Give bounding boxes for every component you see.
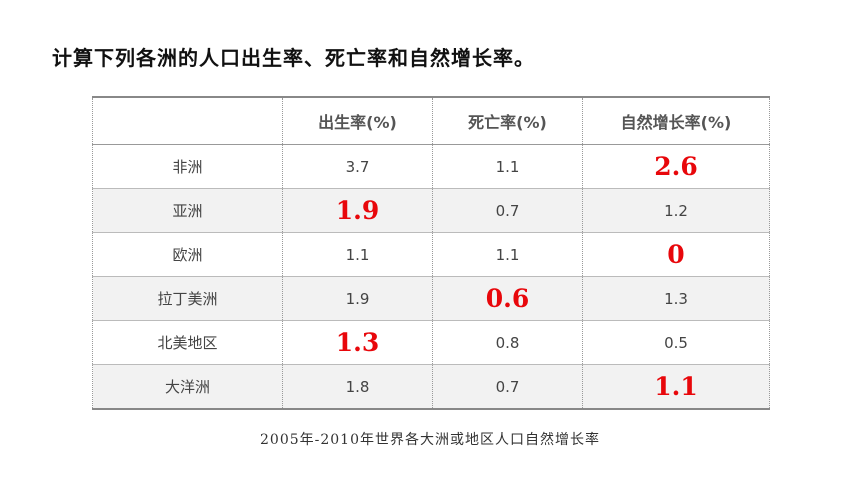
table-row: 北美地区 1.3 0.8 0.5 xyxy=(92,320,770,365)
death-rate-answer: 0.6 xyxy=(432,276,583,321)
growth-rate-cell: 1.3 xyxy=(582,276,770,321)
growth-rate-answer: 0 xyxy=(582,232,770,277)
table-row: 亚洲 1.9 0.7 1.2 xyxy=(92,188,770,233)
growth-rate-cell: 1.2 xyxy=(582,188,770,233)
death-rate-cell: 0.7 xyxy=(432,364,583,410)
region-cell: 欧洲 xyxy=(92,232,283,277)
table-row: 欧洲 1.1 1.1 0 xyxy=(92,232,770,277)
region-cell: 拉丁美洲 xyxy=(92,276,283,321)
table-header-row: 出生率(%) 死亡率(%) 自然增长率(%) xyxy=(92,97,770,145)
death-rate-cell: 1.1 xyxy=(432,232,583,277)
death-rate-cell: 0.7 xyxy=(432,188,583,233)
header-growth-rate: 自然增长率(%) xyxy=(582,97,770,145)
region-cell: 北美地区 xyxy=(92,320,283,365)
header-birth-rate: 出生率(%) xyxy=(282,97,433,145)
header-death-rate: 死亡率(%) xyxy=(432,97,583,145)
birth-rate-cell: 3.7 xyxy=(282,144,433,189)
death-rate-cell: 0.8 xyxy=(432,320,583,365)
region-cell: 亚洲 xyxy=(92,188,283,233)
birth-rate-answer: 1.9 xyxy=(282,188,433,233)
region-cell: 非洲 xyxy=(92,144,283,189)
birth-rate-cell: 1.1 xyxy=(282,232,433,277)
death-rate-cell: 1.1 xyxy=(432,144,583,189)
birth-rate-cell: 1.9 xyxy=(282,276,433,321)
page-title: 计算下列各洲的人口出生率、死亡率和自然增长率。 xyxy=(52,46,535,70)
table-row: 大洋洲 1.8 0.7 1.1 xyxy=(92,364,770,410)
birth-rate-cell: 1.8 xyxy=(282,364,433,410)
population-rates-table: 出生率(%) 死亡率(%) 自然增长率(%) 非洲 3.7 1.1 2.6 亚洲… xyxy=(92,96,770,410)
growth-rate-answer: 2.6 xyxy=(582,144,770,189)
table-row: 拉丁美洲 1.9 0.6 1.3 xyxy=(92,276,770,321)
table-row: 非洲 3.7 1.1 2.6 xyxy=(92,144,770,189)
growth-rate-answer: 1.1 xyxy=(582,364,770,410)
growth-rate-cell: 0.5 xyxy=(582,320,770,365)
header-region xyxy=(92,97,283,145)
region-cell: 大洋洲 xyxy=(92,364,283,410)
birth-rate-answer: 1.3 xyxy=(282,320,433,365)
table-caption: 2005年-2010年世界各大洲或地区人口自然增长率 xyxy=(260,432,600,448)
